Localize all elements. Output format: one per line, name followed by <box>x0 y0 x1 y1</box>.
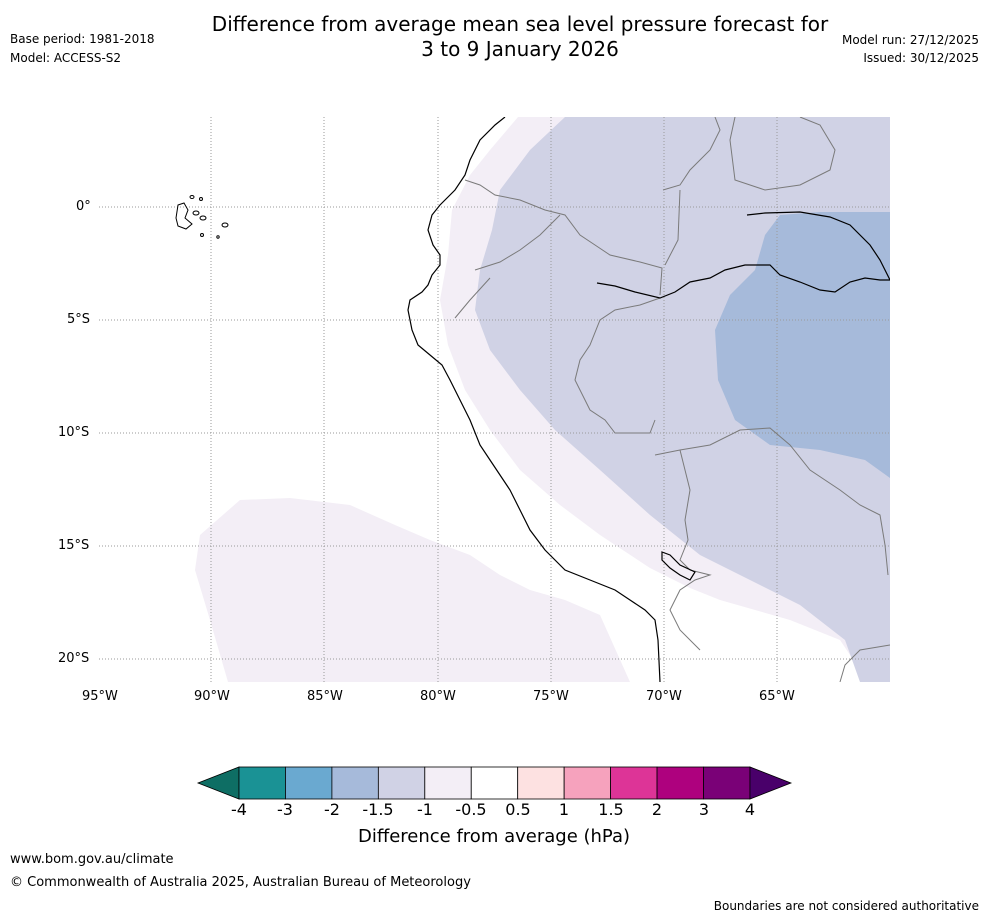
colorbar-swatch <box>470 766 519 800</box>
colorbar-swatch <box>377 766 426 800</box>
title-line-1: Difference from average mean sea level p… <box>211 12 829 36</box>
colorbar-tick: -2 <box>324 800 340 819</box>
colorbar-tick: 0.5 <box>505 800 531 819</box>
anomaly-region-medium <box>715 212 890 478</box>
lat-label-5s: 5°S <box>67 312 91 327</box>
colorbar-swatch <box>563 766 612 800</box>
colorbar-tick: -1.5 <box>362 800 394 819</box>
anomaly-region-southwest <box>195 498 630 682</box>
colorbar <box>196 766 793 800</box>
graticule <box>99 117 890 682</box>
country-borders <box>454 117 890 682</box>
colorbar-tick: -0.5 <box>455 800 487 819</box>
lon-label-75w: 75°W <box>533 689 569 704</box>
website-link[interactable]: www.bom.gov.au/climate <box>10 852 174 867</box>
colorbar-tick: 4 <box>744 800 756 819</box>
lat-label-20s: 20°S <box>58 651 90 666</box>
issued-date: Issued: 30/12/2025 <box>863 51 979 65</box>
colorbar-tick: -1 <box>417 800 433 819</box>
colorbar-swatch <box>424 766 472 800</box>
colorbar-swatch <box>656 766 704 800</box>
colorbar-swatch <box>703 766 751 800</box>
lon-label-65w: 65°W <box>759 689 795 704</box>
colorbar-tick: 2 <box>651 800 663 819</box>
colorbar-title: Difference from average (hPa) <box>357 826 631 847</box>
colorbar-swatch <box>610 766 658 800</box>
lon-label-80w: 80°W <box>420 689 456 704</box>
base-period: Base period: 1981-2018 <box>10 32 155 46</box>
coastline <box>407 117 890 682</box>
lat-label-15s: 15°S <box>58 538 90 553</box>
colorbar-swatch <box>517 766 565 800</box>
model-run: Model run: 27/12/2025 <box>841 33 979 47</box>
page-title: Difference from average mean sea level p… <box>0 12 988 62</box>
lat-label-10s: 10°S <box>58 425 90 440</box>
lon-label-90w: 90°W <box>194 689 230 704</box>
colorbar-extend-high <box>749 766 793 800</box>
lon-label-70w: 70°W <box>646 689 682 704</box>
colorbar-tick: 1.5 <box>598 800 624 819</box>
lon-label-85w: 85°W <box>307 689 343 704</box>
colorbar-tick: -3 <box>277 800 293 819</box>
galapagos-islands <box>175 195 229 239</box>
colorbar-swatch <box>331 766 379 800</box>
title-line-2: 3 to 9 January 2026 <box>421 37 619 61</box>
colorbar-extend-low <box>196 766 240 800</box>
colorbar-tick: 1 <box>558 800 570 819</box>
copyright: © Commonwealth of Australia 2025, Austra… <box>10 875 471 890</box>
disclaimer: Boundaries are not considered authoritat… <box>713 899 979 913</box>
colorbar-tick: -4 <box>231 800 247 819</box>
colorbar-tick: 3 <box>698 800 710 819</box>
colorbar-swatch <box>238 766 286 800</box>
lat-label-0: 0° <box>76 199 91 214</box>
colorbar-swatch <box>285 766 333 800</box>
lon-label-95w: 95°W <box>82 689 118 704</box>
model-name: Model: ACCESS-S2 <box>10 51 122 65</box>
